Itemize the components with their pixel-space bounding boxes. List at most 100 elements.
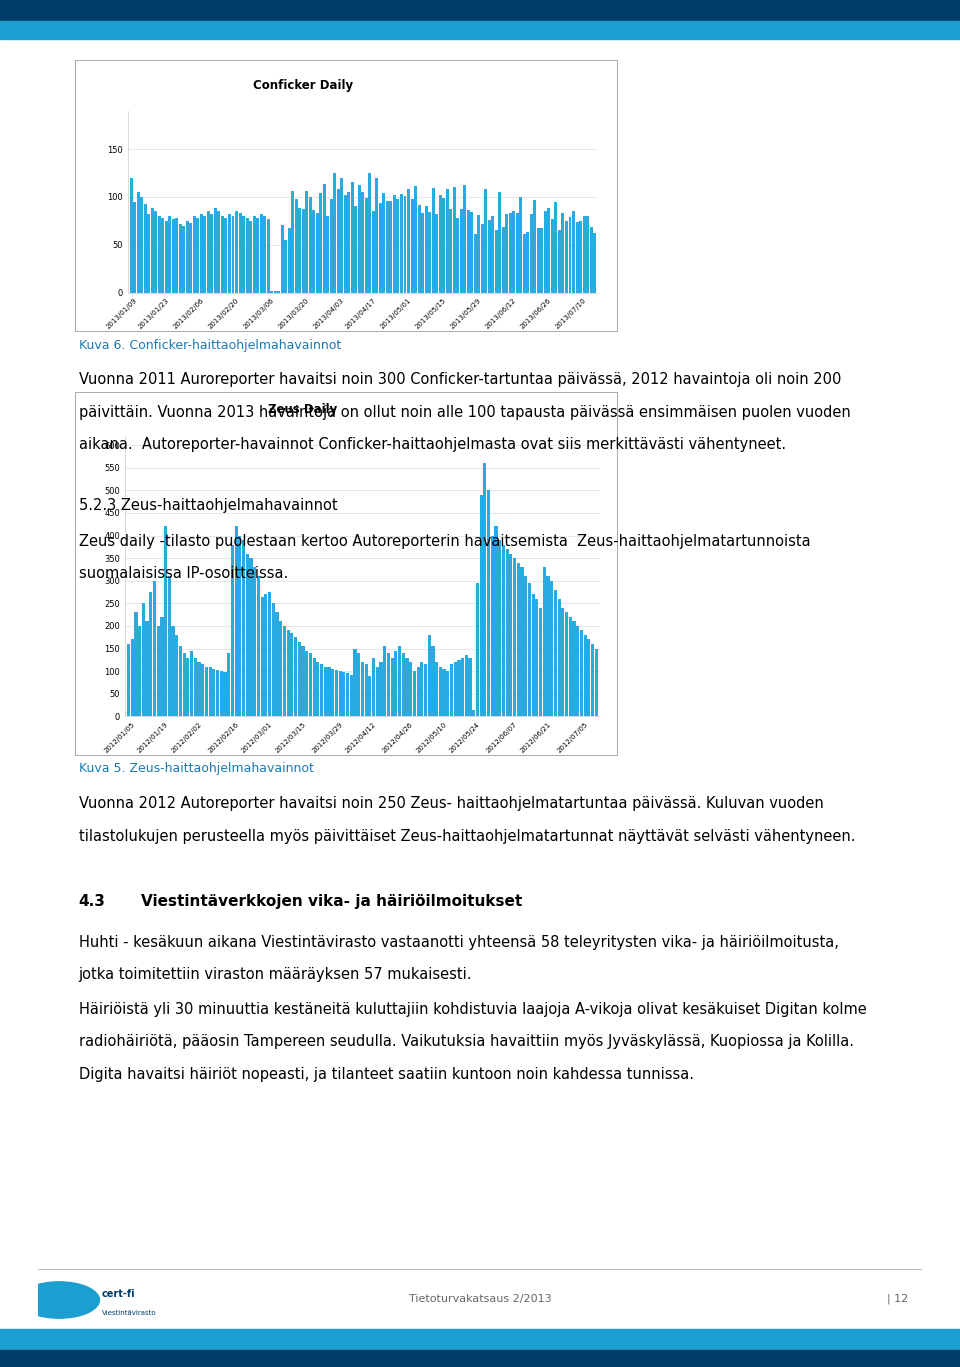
Text: päivittäin. Vuonna 2013 havaintoja on ollut noin alle 100 tapausta päivässä ensi: päivittäin. Vuonna 2013 havaintoja on ol… [79,405,851,420]
Bar [194,658,197,716]
Bar [186,220,189,293]
Bar [513,211,516,293]
Bar [149,592,153,716]
Bar [491,536,493,716]
Text: Zeus daily -tilasto puolestaan kertoo Autoreporterin havaitsemista  Zeus-haittao: Zeus daily -tilasto puolestaan kertoo Au… [79,534,810,550]
Bar [346,674,349,716]
Bar [424,206,427,293]
Bar [403,195,406,293]
Bar [284,239,287,293]
Bar [320,193,323,293]
Bar [375,178,378,293]
Bar [131,640,133,716]
Text: Viestintäverkkojen vika- ja häiriöilmoitukset: Viestintäverkkojen vika- ja häiriöilmoit… [141,894,522,909]
Bar [568,217,571,293]
Bar [583,216,586,293]
Bar [354,206,357,293]
Bar [259,215,263,293]
Text: Kuva 6. Conficker-haittaohjelmahavainnot: Kuva 6. Conficker-haittaohjelmahavainnot [79,339,341,351]
Bar [283,626,286,716]
Bar [253,567,256,716]
Bar [494,526,497,716]
Bar [411,198,414,293]
Bar [443,668,445,716]
Bar [349,675,353,716]
Bar [242,540,245,716]
Bar [361,191,365,293]
Bar [165,220,168,293]
Bar [534,200,537,293]
Bar [435,215,438,293]
Bar [502,227,505,293]
Text: 5.2.3 Zeus-haittaohjelmahavainnot: 5.2.3 Zeus-haittaohjelmahavainnot [79,498,337,513]
Bar [498,540,501,716]
Text: Huhti - kesäkuun aikana Viestintävirasto vastaanotti yhteensä 58 teleyritysten v: Huhti - kesäkuun aikana Viestintävirasto… [79,935,839,950]
Bar [558,230,561,293]
Bar [256,217,259,293]
Bar [287,630,290,716]
Bar [530,213,533,293]
Bar [401,653,405,716]
Bar [550,581,553,716]
Bar [176,217,179,293]
Bar [224,673,227,716]
Bar [519,197,522,293]
Bar [588,640,590,716]
Bar [467,209,469,293]
Bar [494,230,498,293]
Bar [505,215,508,293]
Bar [249,220,252,293]
Bar [461,658,465,716]
Bar [127,644,131,716]
Bar [175,634,179,716]
Bar [558,599,561,716]
Bar [484,189,488,293]
Bar [439,195,442,293]
Bar [523,234,526,293]
Bar [246,554,249,716]
Bar [298,641,300,716]
Bar [443,198,445,293]
Bar [182,653,186,716]
Bar [288,228,291,293]
Bar [386,201,389,293]
Bar [146,622,149,716]
Bar [551,219,554,293]
Bar [516,563,520,716]
Bar [324,667,326,716]
Bar [446,671,449,716]
Bar [407,189,410,293]
Bar [576,221,579,293]
Bar [179,647,182,716]
Bar [456,219,459,293]
Bar [316,213,319,293]
Bar [586,216,589,293]
Bar [576,626,579,716]
Bar [333,172,336,293]
Text: suomalaisissa IP-osoitteissa.: suomalaisissa IP-osoitteissa. [79,566,288,581]
Bar [520,567,523,716]
Bar [488,220,491,293]
Bar [572,622,576,716]
Bar [313,658,316,716]
Bar [470,212,473,293]
Bar [435,662,438,716]
Bar [272,603,275,716]
Bar [369,172,372,293]
Bar [326,216,329,293]
Bar [207,211,210,293]
Bar [405,658,409,716]
Bar [172,219,175,293]
Bar [290,633,294,716]
Bar [277,291,280,293]
Bar [472,709,475,716]
Bar [348,191,350,293]
Bar [133,201,136,293]
Bar [382,193,385,293]
Text: Viestintävirasto: Viestintävirasto [102,1310,156,1316]
Bar [142,603,145,716]
Bar [210,215,213,293]
Bar [301,647,304,716]
Bar [309,197,312,293]
Bar [546,576,550,716]
